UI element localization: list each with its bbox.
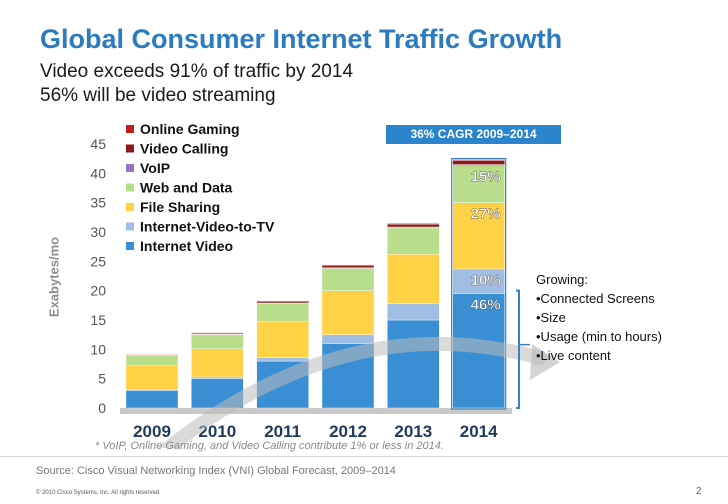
bar-segment — [387, 227, 440, 255]
legend-label: VoIP — [140, 160, 170, 176]
growth-item: •Size — [536, 310, 566, 325]
y-tick-label: 45 — [90, 136, 106, 152]
bar-segment — [256, 320, 309, 358]
footer-divider — [0, 456, 728, 457]
x-tick-label: 2013 — [394, 422, 432, 441]
legend-label: Internet-Video-to-TV — [140, 219, 275, 235]
data-label: 10% — [471, 272, 501, 289]
x-tick-label: 2014 — [460, 422, 498, 441]
bar-segment — [321, 268, 375, 291]
x-tick-label: 2011 — [264, 422, 301, 441]
growth-item: •Connected Screens — [536, 291, 655, 306]
bar-segment — [191, 334, 244, 349]
growth-item: •Live content — [536, 348, 611, 363]
bar-segment — [125, 353, 179, 355]
bar-segment — [125, 390, 179, 409]
bar-segment — [387, 303, 440, 321]
y-tick-label: 40 — [90, 165, 106, 181]
highlight-box — [451, 157, 507, 410]
legend-label: File Sharing — [140, 199, 220, 215]
copyright: © 2010 Cisco Systems, Inc. All rights re… — [36, 490, 161, 496]
bar-segment — [321, 265, 375, 268]
legend-swatch — [126, 203, 134, 211]
bracket — [516, 289, 520, 409]
bar-segment — [452, 202, 505, 270]
subtitle-line-2: 56% will be video streaming — [40, 85, 276, 106]
legend-swatch — [126, 242, 134, 250]
bar-segment — [256, 301, 309, 304]
growth-title: Growing: — [536, 272, 589, 287]
legend-label: Online Gaming — [140, 121, 240, 137]
bar-segment — [191, 376, 244, 379]
subtitle-line-1: Video exceeds 91% of traffic by 2014 — [40, 61, 354, 82]
y-tick-label: 15 — [90, 312, 106, 328]
bar-segment — [321, 290, 375, 335]
bar-segment — [387, 223, 440, 228]
y-tick-label: 20 — [90, 283, 106, 299]
cagr-badge: 36% CAGR 2009–2014 — [386, 125, 561, 144]
x-tick-label: 2009 — [133, 422, 171, 441]
bar-segment — [452, 268, 505, 294]
bar-segment — [321, 334, 375, 344]
bar-segment — [452, 159, 505, 161]
growth-arrow — [156, 336, 547, 448]
bar-segment — [321, 264, 375, 266]
growth-item: •Usage (min to hours) — [536, 329, 662, 344]
bar-segment — [387, 254, 440, 304]
growth-arrowhead — [530, 344, 560, 380]
data-label: 15% — [471, 169, 501, 186]
footnote: * VoIP, Online Gaming, and Video Calling… — [95, 440, 444, 452]
bar-segment — [256, 357, 309, 362]
bar-segment — [191, 348, 244, 378]
growth-callout: Growing: •Connected Screens •Size •Usage… — [536, 270, 662, 365]
plot-floor — [120, 408, 512, 414]
y-tick-label: 0 — [98, 400, 106, 416]
y-tick-label: 35 — [90, 195, 106, 211]
legend-label: Web and Data — [140, 180, 233, 196]
data-label: 46% — [471, 297, 501, 314]
bar-segment — [452, 165, 505, 203]
bar-segment — [125, 354, 179, 366]
legend-swatch — [126, 144, 134, 153]
source-note: Source: Cisco Visual Networking Index (V… — [36, 465, 396, 477]
subtitle: Video exceeds 91% of traffic by 2014 56%… — [40, 60, 353, 108]
y-tick-label: 5 — [98, 371, 106, 387]
bar-segment — [256, 300, 309, 302]
page-number: 2 — [696, 486, 702, 497]
bar-segment — [387, 319, 440, 409]
bar-segment — [256, 303, 309, 322]
bar-segment — [125, 365, 179, 390]
legend-swatch — [126, 125, 134, 133]
bar-segment — [387, 223, 440, 225]
page-title: Global Consumer Internet Traffic Growth — [40, 24, 563, 54]
legend-swatch — [126, 164, 134, 172]
bar-segment — [191, 332, 244, 334]
y-axis-label: Exabytes/mo — [46, 236, 62, 318]
legend-label: Internet Video — [140, 238, 233, 254]
y-tick-label: 25 — [90, 253, 106, 269]
data-label: 27% — [471, 206, 501, 223]
legend-swatch — [126, 222, 134, 231]
bar-segment — [452, 160, 505, 165]
legend-label: Video Calling — [140, 141, 228, 157]
y-tick-label: 30 — [90, 224, 106, 240]
x-tick-label: 2012 — [329, 422, 367, 441]
y-tick-label: 10 — [90, 341, 106, 357]
legend-swatch — [126, 183, 134, 192]
